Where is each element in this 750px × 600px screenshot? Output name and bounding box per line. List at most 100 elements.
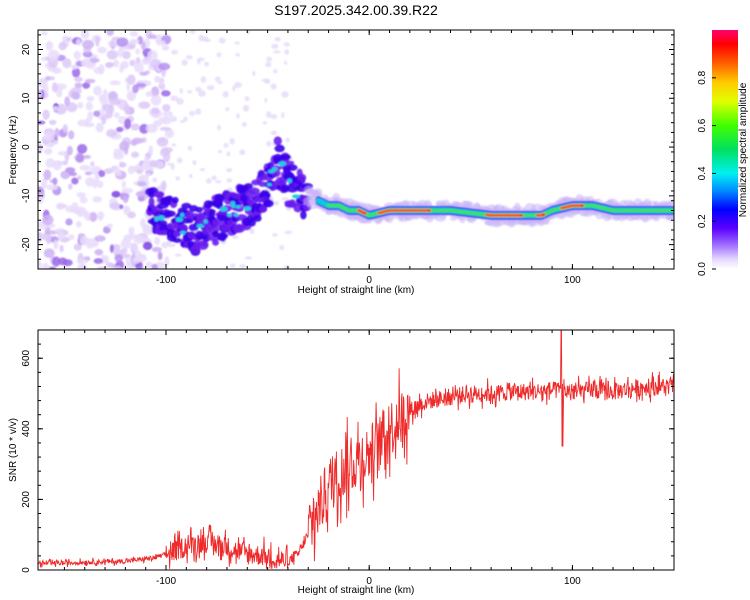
snr-marks (38, 330, 674, 570)
spectrogram-noise-blob (130, 123, 140, 131)
spectrogram-noise-blob (116, 126, 124, 133)
spectrogram-noise-blob (226, 167, 233, 173)
spectrogram-noise-blob (161, 90, 171, 97)
spectrogram-noise-blob (105, 262, 114, 268)
spectrogram-noise-blob (272, 68, 278, 74)
spectrogram-noise-blob (92, 196, 103, 203)
spectrogram-noise-blob (52, 105, 60, 112)
spectrogram-noise-blob (154, 75, 161, 83)
spectrogram-noise-blob (196, 57, 205, 62)
spectrogram-ridge-halo (643, 198, 652, 208)
spectrogram-ridge-halo (300, 210, 307, 220)
spectrogram-noise-blob (145, 91, 153, 97)
spectrogram-noise-blob (206, 178, 212, 184)
spectrogram-noise-blob (44, 226, 51, 236)
spectrogram-noise-blob (40, 31, 48, 36)
spectrogram-noise-blob (154, 236, 161, 245)
spectrogram-noise-blob (109, 80, 121, 86)
spectrogram-noise-blob (51, 82, 58, 93)
spectrogram-noise-blob (131, 137, 144, 144)
spectrogram-ridge-halo (214, 193, 225, 204)
spectrogram-ridge-halo (423, 199, 432, 208)
snr-ytick-label: 600 (21, 349, 32, 366)
spectrogram-noise-blob (124, 104, 131, 115)
spectrogram-noise-blob (217, 150, 223, 154)
spectrogram-noise-blob (283, 60, 288, 65)
spectrogram-noise-blob (157, 251, 163, 261)
colorbar-tick-label: 0.4 (697, 166, 708, 180)
spectrogram-noise-blob (101, 115, 107, 125)
spectrogram-ridge-halo (263, 199, 274, 208)
spectrogram-cluster-spot (235, 205, 241, 209)
snr-frame (37, 329, 675, 571)
spectrogram-noise-blob (264, 78, 271, 85)
colorbar-tick-label: 0.6 (697, 118, 708, 132)
spectrogram-noise-blob (132, 39, 140, 44)
spectrogram-noise-blob (131, 243, 139, 253)
colorbar: 0.0 0.2 0.4 0.6 0.8 Normalized spectral ampl… (697, 30, 749, 276)
spectrogram-noise-blob (189, 173, 193, 179)
spectrogram-noise-blob (151, 107, 160, 115)
spectrogram-cluster-spot (196, 224, 205, 228)
spectrogram-noise-blob (143, 156, 150, 168)
spectrogram-noise-blob (46, 235, 52, 245)
spectrogram-noise-blob (112, 165, 120, 174)
spectrogram-noise-blob (198, 34, 205, 42)
spectrogram-cluster-spot (154, 216, 159, 222)
spectrogram-noise-blob (107, 104, 115, 115)
spectrogram-noise-blob (271, 43, 279, 49)
spectrogram-noise-blob (132, 84, 139, 94)
spectrogram-noise-blob (127, 211, 136, 219)
spectrogram-noise-blob (136, 169, 143, 175)
spectrogram-noise-blob (113, 59, 120, 68)
spectrogram-noise-blob (216, 52, 222, 58)
spectrogram-noise-blob (89, 211, 98, 222)
spectrogram-ridge-halo (668, 199, 674, 209)
spectrogram-noise-blob (95, 122, 104, 133)
spectrogram-noise-blob (47, 266, 57, 269)
spectrogram-noise-blob (47, 49, 60, 61)
spectrogram-noise-blob (171, 49, 179, 55)
spectrogram-noise-blob (279, 245, 285, 250)
spectrogram-noise-blob (179, 87, 183, 94)
spectrogram-noise-blob (59, 244, 64, 253)
spectrogram-noise-blob (235, 113, 240, 119)
spectrogram-noise-blob (232, 85, 236, 92)
spectrogram-noise-blob (121, 180, 126, 188)
spectrogram-noise-blob (186, 90, 193, 94)
spectrogram-noise-blob (149, 166, 154, 171)
spectrogram-noise-blob (68, 130, 75, 140)
snr-ticks: -100 0 100 0 200 400 600 (21, 329, 675, 587)
spectrogram-ridge-halo (172, 237, 183, 243)
spectrogram-noise-blob (123, 204, 130, 215)
spectrogram-noise-blob (133, 234, 145, 244)
spectrogram-noise-blob (142, 241, 153, 251)
spectrogram-noise-blob (116, 37, 129, 47)
spectrogram-noise-blob (133, 62, 144, 73)
spectrogram-cluster-spot (220, 206, 228, 212)
spectrogram-noise-blob (42, 214, 54, 226)
spectrogram-noise-blob (117, 47, 124, 58)
spectrogram-noise-blob (66, 36, 72, 42)
spectrogram-noise-blob (84, 78, 96, 84)
spectrogram-noise-blob (174, 253, 182, 257)
spectrogram-noise-blob (55, 88, 63, 98)
spectrogram-noise-blob (53, 239, 59, 250)
spectrogram-noise-blob (265, 111, 272, 119)
spectrogram-noise-blob (119, 141, 130, 151)
spectrogram-noise-blob (264, 97, 268, 103)
spectrogram-noise-blob (192, 159, 197, 166)
spectrogram-noise-blob (79, 235, 89, 246)
spectrogram-ridge-halo (273, 136, 282, 146)
spectrogram-noise-blob (62, 35, 68, 44)
spectrogram-marks (38, 30, 674, 269)
spectrogram-hotspot-core (519, 214, 523, 217)
spectrogram-noise-blob (94, 172, 100, 183)
spectrogram-noise-blob (93, 110, 101, 117)
spectrogram-ridge-halo (195, 206, 203, 213)
spectrogram-noise-blob (252, 70, 256, 77)
spectrogram-noise-blob (64, 96, 70, 107)
spectrogram-noise-blob (187, 145, 193, 151)
spectrogram-noise-blob (150, 94, 162, 106)
